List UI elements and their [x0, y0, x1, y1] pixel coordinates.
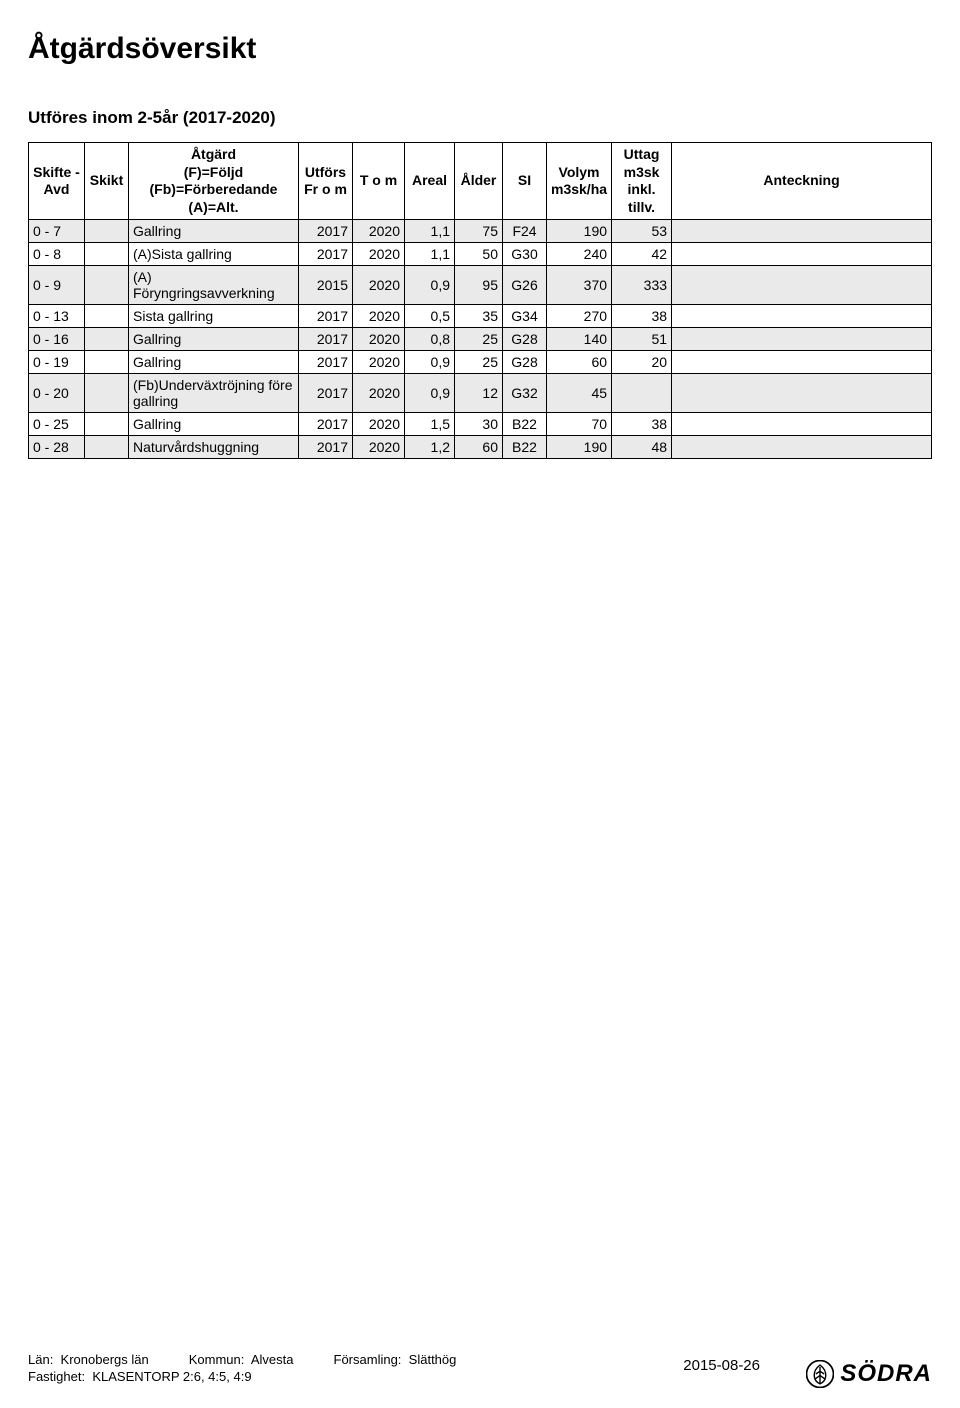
table-row: 0 - 7Gallring201720201,175F2419053: [29, 220, 932, 243]
footer-date: 2015-08-26: [683, 1357, 760, 1374]
table-row: 0 - 19Gallring201720200,925G286020: [29, 351, 932, 374]
actions-table: Skifte - Avd Skikt Åtgärd (F)=Följd (Fb)…: [28, 142, 932, 459]
footer-forsamling: Församling: Slätthög: [334, 1352, 457, 1367]
table-row: 0 - 9(A) Föryngringsavverkning201520200,…: [29, 266, 932, 305]
table-row: 0 - 28Naturvårdshuggning201720201,260B22…: [29, 436, 932, 459]
footer-fastighet: Fastighet: KLASENTORP 2:6, 4:5, 4:9: [28, 1369, 252, 1384]
th-uttag: Uttag m3sk inkl. tillv.: [612, 143, 672, 220]
th-atgard: Åtgärd (F)=Följd (Fb)=Förberedande (A)=A…: [129, 143, 299, 220]
table-row: 0 - 20(Fb)Underväxtröjning före gallring…: [29, 374, 932, 413]
subtitle: Utföres inom 2-5år (2017-2020): [28, 108, 932, 128]
th-volym: Volym m3sk/ha: [547, 143, 612, 220]
th-tom: T o m: [353, 143, 405, 220]
leaf-icon: [806, 1360, 834, 1388]
th-from: Utförs Fr o m: [299, 143, 353, 220]
th-skikt: Skikt: [85, 143, 129, 220]
table-row: 0 - 13Sista gallring201720200,535G342703…: [29, 305, 932, 328]
page-title: Åtgärdsöversikt: [28, 32, 932, 66]
th-anteckning: Anteckning: [672, 143, 932, 220]
table-row: 0 - 8(A)Sista gallring201720201,150G3024…: [29, 243, 932, 266]
th-alder: Ålder: [455, 143, 503, 220]
th-si: SI: [503, 143, 547, 220]
brand-text: SÖDRA: [840, 1360, 932, 1388]
page-footer: Län: Kronobergs län Kommun: Alvesta Förs…: [28, 1352, 932, 1384]
th-areal: Areal: [405, 143, 455, 220]
footer-kommun: Kommun: Alvesta: [189, 1352, 294, 1367]
table-row: 0 - 16Gallring201720200,825G2814051: [29, 328, 932, 351]
th-skifte: Skifte - Avd: [29, 143, 85, 220]
brand-logo: SÖDRA: [806, 1360, 932, 1388]
footer-lan: Län: Kronobergs län: [28, 1352, 149, 1367]
table-row: 0 - 25Gallring201720201,530B227038: [29, 413, 932, 436]
